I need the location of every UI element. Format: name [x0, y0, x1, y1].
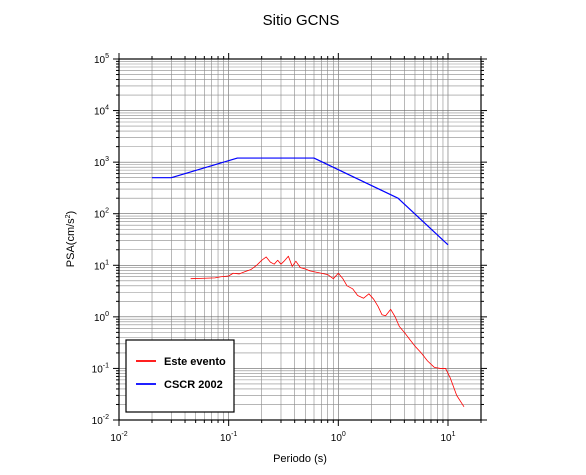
y-tick-label: 105	[94, 53, 109, 66]
y-tick-label: 10-1	[92, 362, 109, 375]
tick-labels: 10-2 10-1 100 101 10-2 10-1 100 101 102 103 104 105	[92, 53, 456, 444]
series-layer	[152, 157, 465, 408]
legend-label-este-evento: Este evento	[164, 356, 226, 368]
x-tick-label: 10-2	[110, 431, 127, 444]
grid-lines	[118, 58, 482, 421]
y-tick-label: 102	[94, 208, 109, 221]
y-tick-label: 104	[94, 105, 109, 118]
plot-frame	[118, 58, 482, 421]
y-tick-label: 10-2	[92, 414, 109, 427]
y-axis-label-base: PSA(cm/s	[65, 218, 77, 267]
legend: Este evento CSCR 2002	[125, 339, 235, 413]
chart-title: Sitio GCNS	[263, 12, 340, 29]
y-tick-label: 101	[94, 259, 109, 272]
y-axis-label-sup: 2	[65, 214, 72, 218]
y-axis-label-end: )	[65, 211, 77, 215]
series-line-0	[190, 255, 465, 408]
y-tick-label: 100	[94, 311, 109, 324]
x-tick-label: 101	[440, 431, 455, 444]
x-tick-label: 10-1	[220, 431, 237, 444]
legend-box	[125, 339, 235, 413]
x-axis-label: Periodo (s)	[273, 453, 327, 465]
tick-marks	[113, 53, 487, 426]
y-tick-label: 103	[94, 156, 109, 169]
series-line-1	[152, 157, 449, 246]
x-tick-label: 100	[331, 431, 346, 444]
legend-label-cscr-2002: CSCR 2002	[164, 379, 223, 391]
y-axis-label: PSA(cm/s2)	[65, 211, 77, 267]
